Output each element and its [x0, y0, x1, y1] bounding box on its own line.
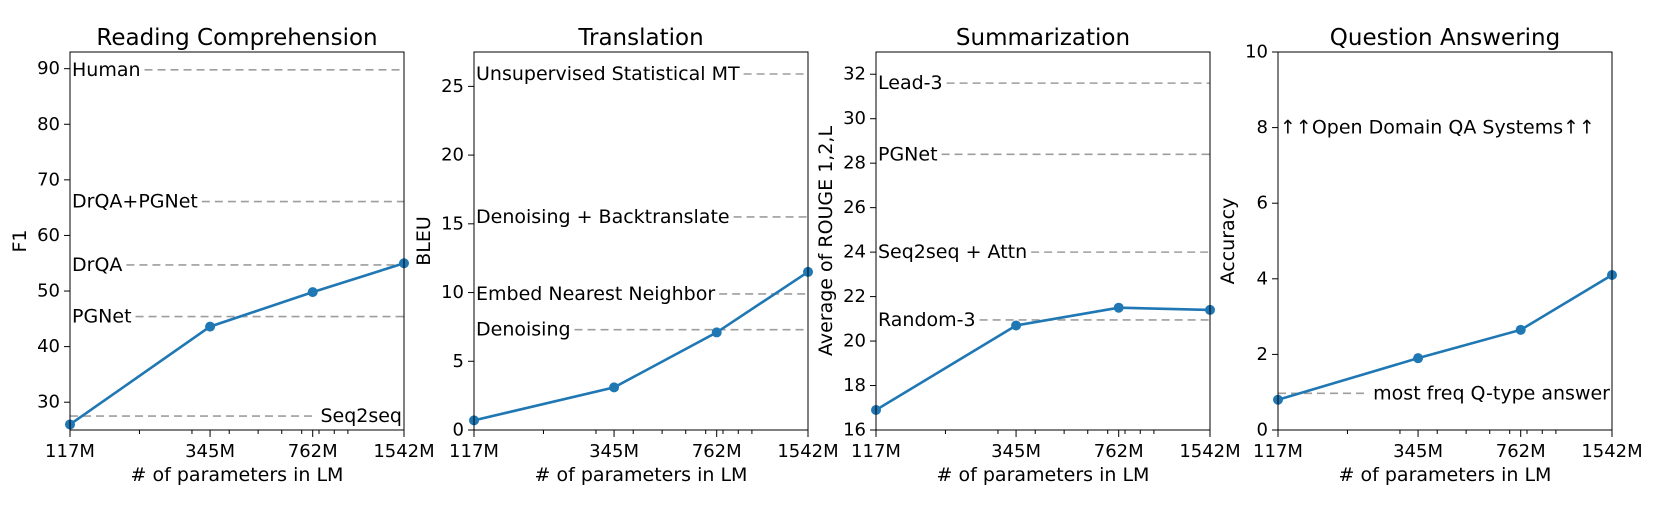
chart2-x-tick-label-2: 762M	[1094, 441, 1144, 462]
chart0-y-tick-label-2: 50	[37, 281, 60, 302]
chart1-data-point-1	[609, 382, 620, 393]
chart2-y-tick-label-7: 30	[843, 108, 866, 129]
chart2-reference-label-1: PGNet	[878, 143, 938, 165]
chart1-series-line-0	[473, 270, 809, 422]
chart0-reference-label-2: DrQA	[72, 254, 122, 276]
chart1-y-tick-label-5: 25	[441, 76, 464, 97]
chart1-reference-label-3: Denoising	[476, 319, 571, 341]
chart3-y-axis-label: Accuracy	[1217, 198, 1239, 285]
chart1-y-tick-label-4: 20	[441, 145, 464, 166]
chart2-reference-label-3: Random-3	[878, 309, 976, 331]
chart1-x-tick-label-1: 345M	[589, 441, 639, 462]
chart2-y-tick-label-3: 22	[843, 286, 866, 307]
chart1-reference-label-0: Unsupervised Statistical MT	[476, 63, 740, 85]
chart2-title: Summarization	[956, 25, 1130, 51]
chart2-y-tick-label-1: 18	[843, 375, 866, 396]
chart0-x-axis-label: # of parameters in LM	[131, 464, 344, 486]
chart0-x-tick-label-0: 117M	[45, 441, 95, 462]
chart1-y-axis-label: BLEU	[413, 216, 435, 266]
chart3-y-tick-label-0: 0	[1257, 420, 1268, 441]
chart3-series-line-0	[1277, 273, 1613, 402]
chart0-y-tick-label-3: 60	[37, 225, 60, 246]
chart2-y-tick-label-5: 26	[843, 197, 866, 218]
chart1-y-tick-label-0: 0	[453, 420, 464, 441]
chart0-plot-frame	[69, 51, 405, 431]
chart0-y-tick-label-5: 80	[37, 114, 60, 135]
chart0-data-point-2	[307, 287, 318, 298]
chart3-annotation: ↑↑Open Domain QA Systems↑↑	[1280, 117, 1595, 139]
chart0-y-tick-label-0: 30	[37, 392, 60, 413]
chart3-x-tick-label-1: 345M	[1393, 441, 1443, 462]
chart1-data-point-2	[711, 327, 722, 338]
chart2-x-tick-label-3: 1542M	[1179, 441, 1240, 462]
chart1-x-tick-label-0: 117M	[449, 441, 499, 462]
chart1-x-tick-label-2: 762M	[692, 441, 742, 462]
chart2-y-axis-label: Average of ROUGE 1,2,L	[815, 126, 837, 357]
chart3-title: Question Answering	[1330, 25, 1560, 51]
chart0-y-tick-label-1: 40	[37, 336, 60, 357]
chart1-y-tick-label-2: 10	[441, 282, 464, 303]
chart3-y-tick-label-1: 2	[1257, 344, 1268, 365]
chart3-x-tick-label-3: 1542M	[1581, 441, 1642, 462]
chart0-reference-label-1: DrQA+PGNet	[72, 191, 198, 213]
chart0-series-line-0	[69, 262, 405, 426]
chart0-title: Reading Comprehension	[96, 25, 377, 51]
chart0-y-tick-label-4: 70	[37, 169, 60, 190]
chart3-y-tick-label-4: 8	[1257, 117, 1268, 138]
chart1-x-axis-label: # of parameters in LM	[535, 464, 748, 486]
chart2-y-tick-label-6: 28	[843, 153, 866, 174]
chart2-plot-frame	[875, 51, 1211, 431]
chart0-y-tick-label-6: 90	[37, 58, 60, 79]
chart2-reference-label-2: Seq2seq + Attn	[878, 241, 1027, 263]
chart3-data-point-1	[1413, 353, 1424, 364]
chart0-reference-label-4: Seq2seq	[320, 405, 402, 427]
chart0-reference-label-0: Human	[72, 59, 141, 81]
chart1-y-tick-label-3: 15	[441, 213, 464, 234]
chart0-x-tick-label-3: 1542M	[373, 441, 434, 462]
chart3-data-point-2	[1515, 324, 1526, 335]
chart0-data-point-1	[205, 321, 216, 332]
chart1-y-tick-label-1: 5	[453, 351, 464, 372]
chart2-y-tick-label-0: 16	[843, 420, 866, 441]
chart3-plot-frame	[1277, 51, 1613, 431]
chart2-series-line-0	[875, 306, 1211, 412]
chart1-reference-label-2: Embed Nearest Neighbor	[476, 283, 715, 305]
chart1-panel: Unsupervised Statistical MT Denoising + B…	[413, 25, 839, 486]
chart2-reference-label-0: Lead-3	[878, 72, 943, 94]
chart0-panel: Human DrQA+PGNet DrQA PGNet Seq2seq 30 40 50 60 7…	[9, 25, 435, 486]
chart2-y-tick-label-2: 20	[843, 331, 866, 352]
chart2-data-point-1	[1011, 320, 1022, 331]
chart2-x-tick-label-0: 117M	[851, 441, 901, 462]
chart2-data-point-2	[1113, 302, 1124, 313]
chart0-reference-label-3: PGNet	[72, 306, 132, 328]
chart2-y-tick-label-4: 24	[843, 242, 866, 263]
chart3-y-tick-label-5: 10	[1245, 42, 1268, 63]
chart2-y-tick-label-8: 32	[843, 64, 866, 85]
chart3-x-tick-label-2: 762M	[1496, 441, 1546, 462]
chart0-y-axis-label: F1	[9, 229, 31, 252]
chart1-title: Translation	[577, 25, 703, 51]
chart2-x-tick-label-1: 345M	[991, 441, 1041, 462]
chart1-x-tick-label-3: 1542M	[777, 441, 838, 462]
chart2-x-axis-label: # of parameters in LM	[937, 464, 1150, 486]
chart2-panel: Lead-3 PGNet Seq2seq + Attn Random-3 16 18 20 2…	[815, 25, 1241, 486]
chart0-x-tick-label-2: 762M	[288, 441, 338, 462]
chart3-y-tick-label-2: 4	[1257, 268, 1268, 289]
chart3-panel: most freq Q-type answer ↑↑Open Domain QA …	[1217, 25, 1643, 486]
chart3-y-tick-label-3: 6	[1257, 193, 1268, 214]
chart3-x-axis-label: # of parameters in LM	[1339, 464, 1552, 486]
chart1-reference-label-1: Denoising + Backtranslate	[476, 206, 730, 228]
chart3-reference-label-0: most freq Q-type answer	[1373, 382, 1610, 404]
chart0-x-tick-label-1: 345M	[185, 441, 235, 462]
chart1-plot-frame	[473, 51, 809, 431]
chart3-x-tick-label-0: 117M	[1253, 441, 1303, 462]
